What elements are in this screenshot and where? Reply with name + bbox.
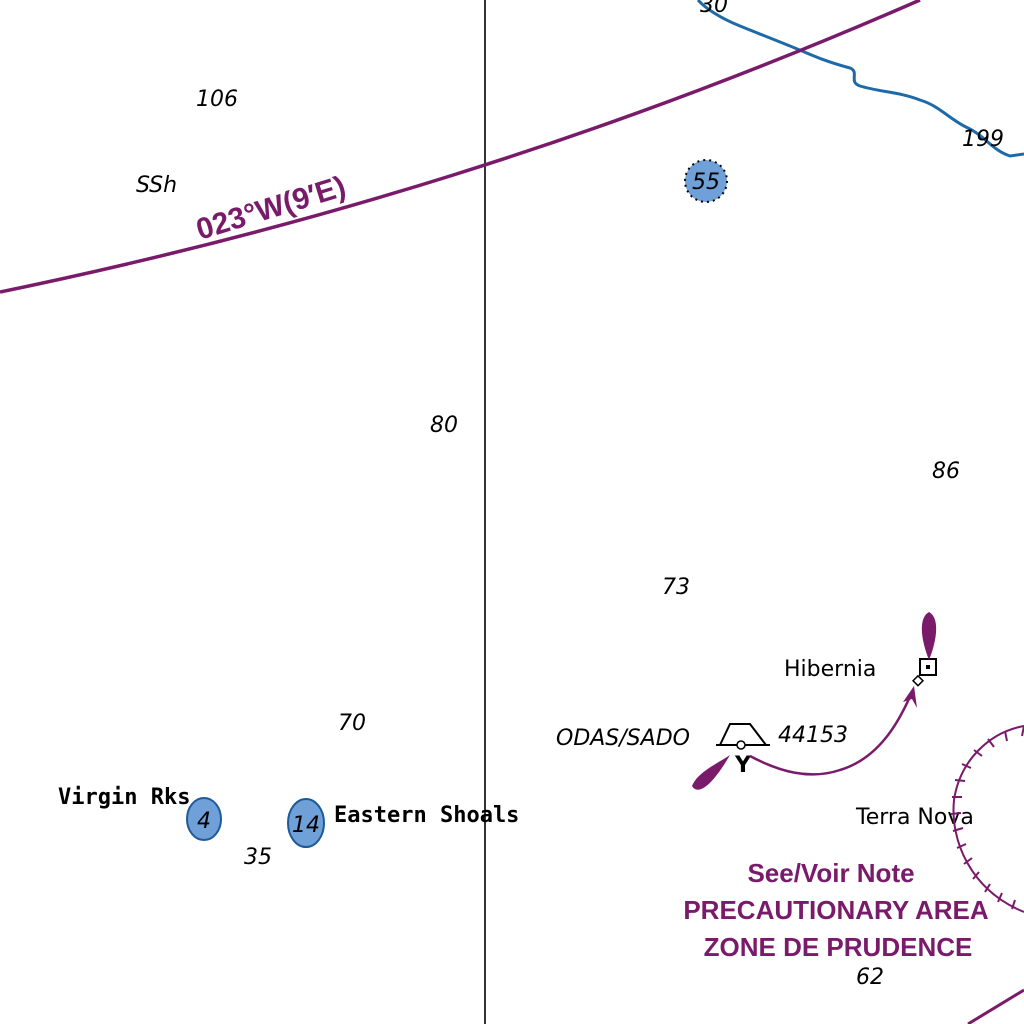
svg-text:14: 14 — [292, 813, 320, 838]
magnetic-variation-label: 023°W(9′E) — [192, 170, 349, 247]
magnetic-variation-arc — [0, 0, 921, 294]
buoy-topmark: Y — [734, 753, 752, 778]
sounding-contour-30: 30 — [700, 0, 728, 18]
sounding-70: 70 — [338, 711, 366, 736]
sounding-80: 80 — [430, 413, 458, 438]
hibernia-platform-icon — [911, 658, 937, 687]
hibernia-light-flare-icon — [921, 612, 937, 660]
depth-contour-line — [696, 0, 1024, 158]
sounding-35: 35 — [244, 845, 272, 870]
track-arrowhead-icon — [903, 686, 917, 708]
terra-nova-label: Terra Nova — [855, 805, 974, 830]
odas-sado-label: ODAS/SADO — [556, 726, 690, 751]
sounding-62: 62 — [856, 965, 884, 990]
svg-text:4: 4 — [197, 809, 211, 834]
note-see-voir: See/Voir Note — [747, 858, 914, 888]
shoal-14: 14 — [287, 798, 325, 848]
sounding-106: 106 — [196, 87, 238, 112]
buoy-id-label: 44153 — [778, 723, 848, 748]
svg-text:55: 55 — [692, 170, 720, 195]
odas-buoy-icon — [716, 723, 770, 750]
precautionary-area-boundary-lower — [967, 988, 1024, 1024]
sounding-86: 86 — [932, 459, 960, 484]
note-precautionary-area: PRECAUTIONARY AREA — [683, 895, 989, 925]
virgin-rks-label: Virgin Rks — [58, 785, 190, 810]
shoal-4: 4 — [186, 797, 222, 841]
sounding-199: 199 — [962, 127, 1004, 152]
track-arrow-line — [749, 691, 914, 776]
buoy-light-flare-icon — [692, 755, 730, 790]
eastern-shoals-label: Eastern Shoals — [334, 803, 519, 828]
precautionary-area-boundary — [950, 725, 1024, 913]
sounding-73: 73 — [662, 575, 690, 600]
hibernia-label: Hibernia — [784, 657, 876, 682]
note-zone-de-prudence: ZONE DE PRUDENCE — [704, 932, 973, 962]
shoal-55: 55 — [684, 159, 728, 203]
seabed-ssh: SSh — [136, 173, 177, 198]
